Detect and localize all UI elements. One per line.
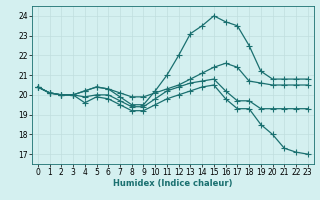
X-axis label: Humidex (Indice chaleur): Humidex (Indice chaleur) bbox=[113, 179, 233, 188]
